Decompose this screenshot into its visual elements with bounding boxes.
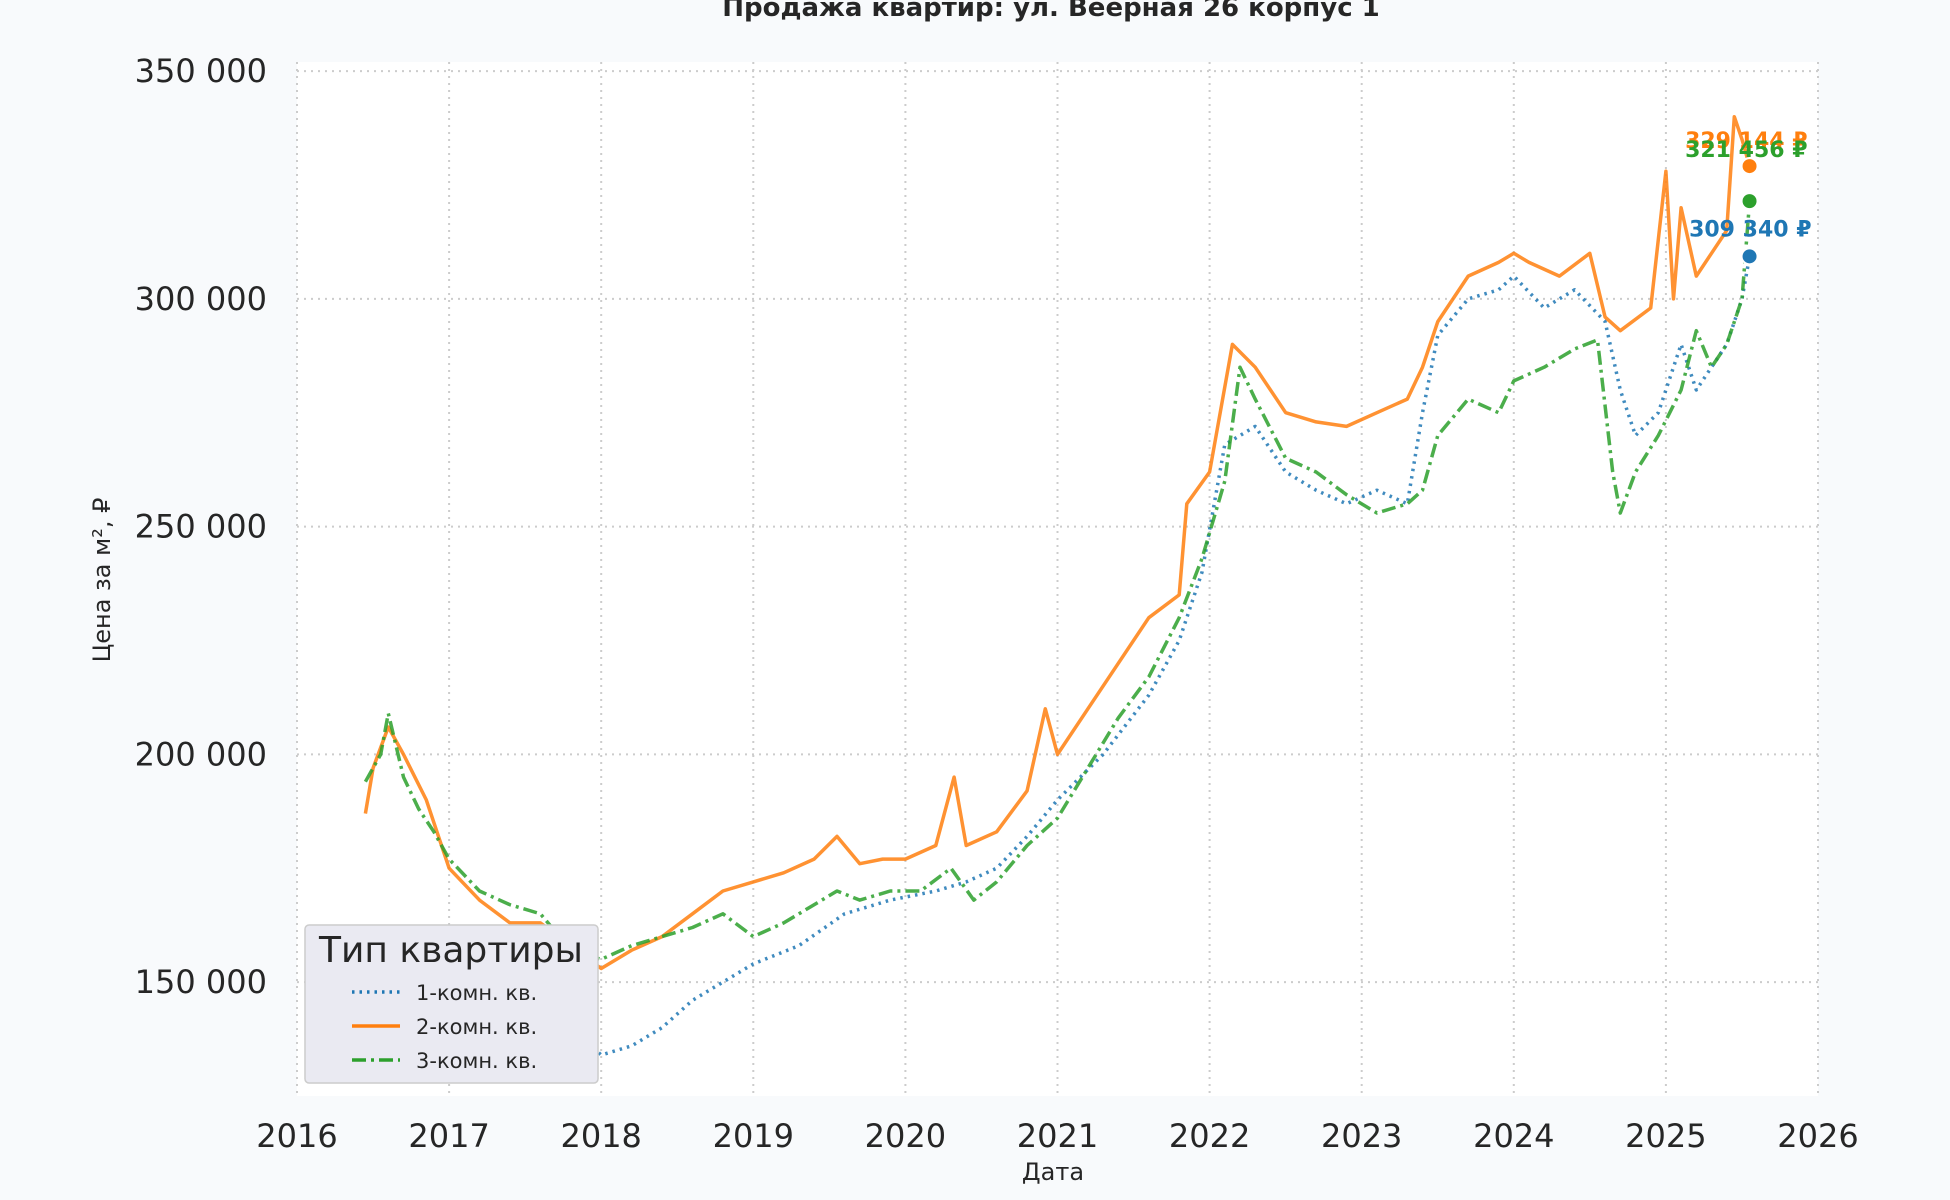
chart-title: Продажа квартир: ул. Веерная 26 корпус 1 (722, 0, 1380, 23)
series-layer (363, 114, 1752, 1057)
y-tick-label: 300 000 (135, 280, 267, 318)
x-tick-label: 2025 (1625, 1117, 1706, 1155)
x-tick-label: 2020 (865, 1117, 946, 1155)
x-axis-label: Дата (1022, 1158, 1084, 1186)
legend-label-3: 3-комн. кв. (416, 1049, 537, 1073)
y-axis-label: Цена за м², ₽ (88, 498, 116, 663)
x-tick-label: 2021 (1017, 1117, 1098, 1155)
end-point-3 (1740, 192, 1759, 211)
y-tick-label: 200 000 (135, 735, 267, 773)
series-line-3 (363, 200, 1752, 962)
legend-label-1: 1-комн. кв. (416, 981, 537, 1005)
end-label-3: 321 456 ₽ (1685, 138, 1807, 163)
end-point-2 (1740, 157, 1759, 176)
x-tick-label: 2024 (1473, 1117, 1554, 1155)
y-tick-label: 350 000 (135, 52, 267, 90)
end-markers: 309 340 ₽ 329 144 ₽321 456 ₽ (1685, 129, 1812, 266)
end-label-1: 309 340 ₽ (1689, 217, 1811, 242)
x-tick-label: 2023 (1321, 1117, 1402, 1155)
x-tick-label: 2019 (713, 1117, 794, 1155)
series-line-2 (363, 114, 1752, 971)
legend-title: Тип квартиры (318, 930, 583, 971)
legend-entries: 1-комн. кв. 2-комн. кв. 3-комн. кв. (352, 981, 537, 1073)
legend-box (304, 924, 599, 1084)
legend: Тип квартиры 1-комн. кв. 2-комн. кв. 3-ком… (304, 924, 599, 1084)
x-tick-label: 2017 (408, 1117, 489, 1155)
x-tick-label: 2016 (256, 1117, 337, 1155)
tick-labels: 2016 2017 2018 2019 2020 2021 2022 2023 2024 2025… (135, 52, 1859, 1155)
y-tick-label: 150 000 (135, 963, 267, 1001)
x-tick-label: 2026 (1777, 1117, 1858, 1155)
y-tick-label: 250 000 (135, 508, 267, 546)
legend-label-2: 2-комн. кв. (416, 1015, 537, 1039)
x-tick-label: 2022 (1169, 1117, 1250, 1155)
end-point-1 (1740, 247, 1759, 266)
grid-lines (296, 62, 1819, 1096)
x-tick-label: 2018 (560, 1117, 641, 1155)
end-label-2: 329 144 ₽ (1685, 129, 1807, 154)
series-line-1 (402, 255, 1752, 1057)
